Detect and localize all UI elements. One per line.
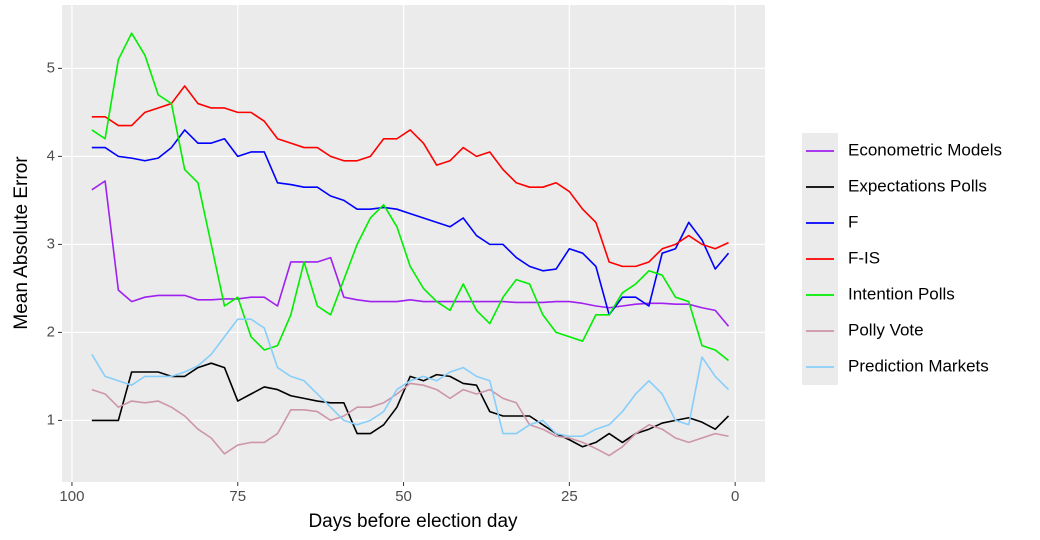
legend-label: F-IS [848, 248, 880, 267]
legend-label: Polly Vote [848, 320, 924, 339]
x-tick-label: 50 [395, 488, 412, 505]
y-tick-label: 4 [47, 147, 55, 164]
axes: 1 2 3 4 5 100 75 50 25 0 [47, 59, 740, 505]
legend-label: Econometric Models [848, 140, 1002, 159]
plot-lines [91, 32, 730, 457]
legend-label: Expectations Polls [848, 176, 987, 195]
panel-background [62, 5, 765, 482]
legend-label: Intention Polls [848, 284, 955, 303]
series-line [91, 129, 730, 316]
grid [62, 5, 765, 482]
series-line [91, 85, 729, 268]
x-tick-label: 100 [59, 488, 84, 505]
series-line [91, 382, 729, 457]
legend-label: F [848, 212, 858, 231]
series-line [91, 32, 730, 362]
y-tick-label: 3 [47, 235, 55, 252]
x-tick-label: 75 [229, 488, 246, 505]
x-axis-title: Days before election day [308, 511, 518, 532]
x-tick-label: 0 [731, 488, 739, 505]
y-tick-label: 2 [47, 323, 55, 340]
series-line [91, 362, 730, 448]
series-line [91, 180, 730, 327]
y-axis-title: Mean Absolute Error [11, 156, 32, 330]
series-line [91, 318, 730, 438]
y-tick-label: 1 [47, 411, 55, 428]
y-tick-label: 5 [47, 59, 55, 76]
legend-label: Prediction Markets [848, 356, 989, 375]
legend: Econometric Models Expectations Polls F F-I… [802, 133, 1002, 385]
x-tick-label: 25 [561, 488, 578, 505]
